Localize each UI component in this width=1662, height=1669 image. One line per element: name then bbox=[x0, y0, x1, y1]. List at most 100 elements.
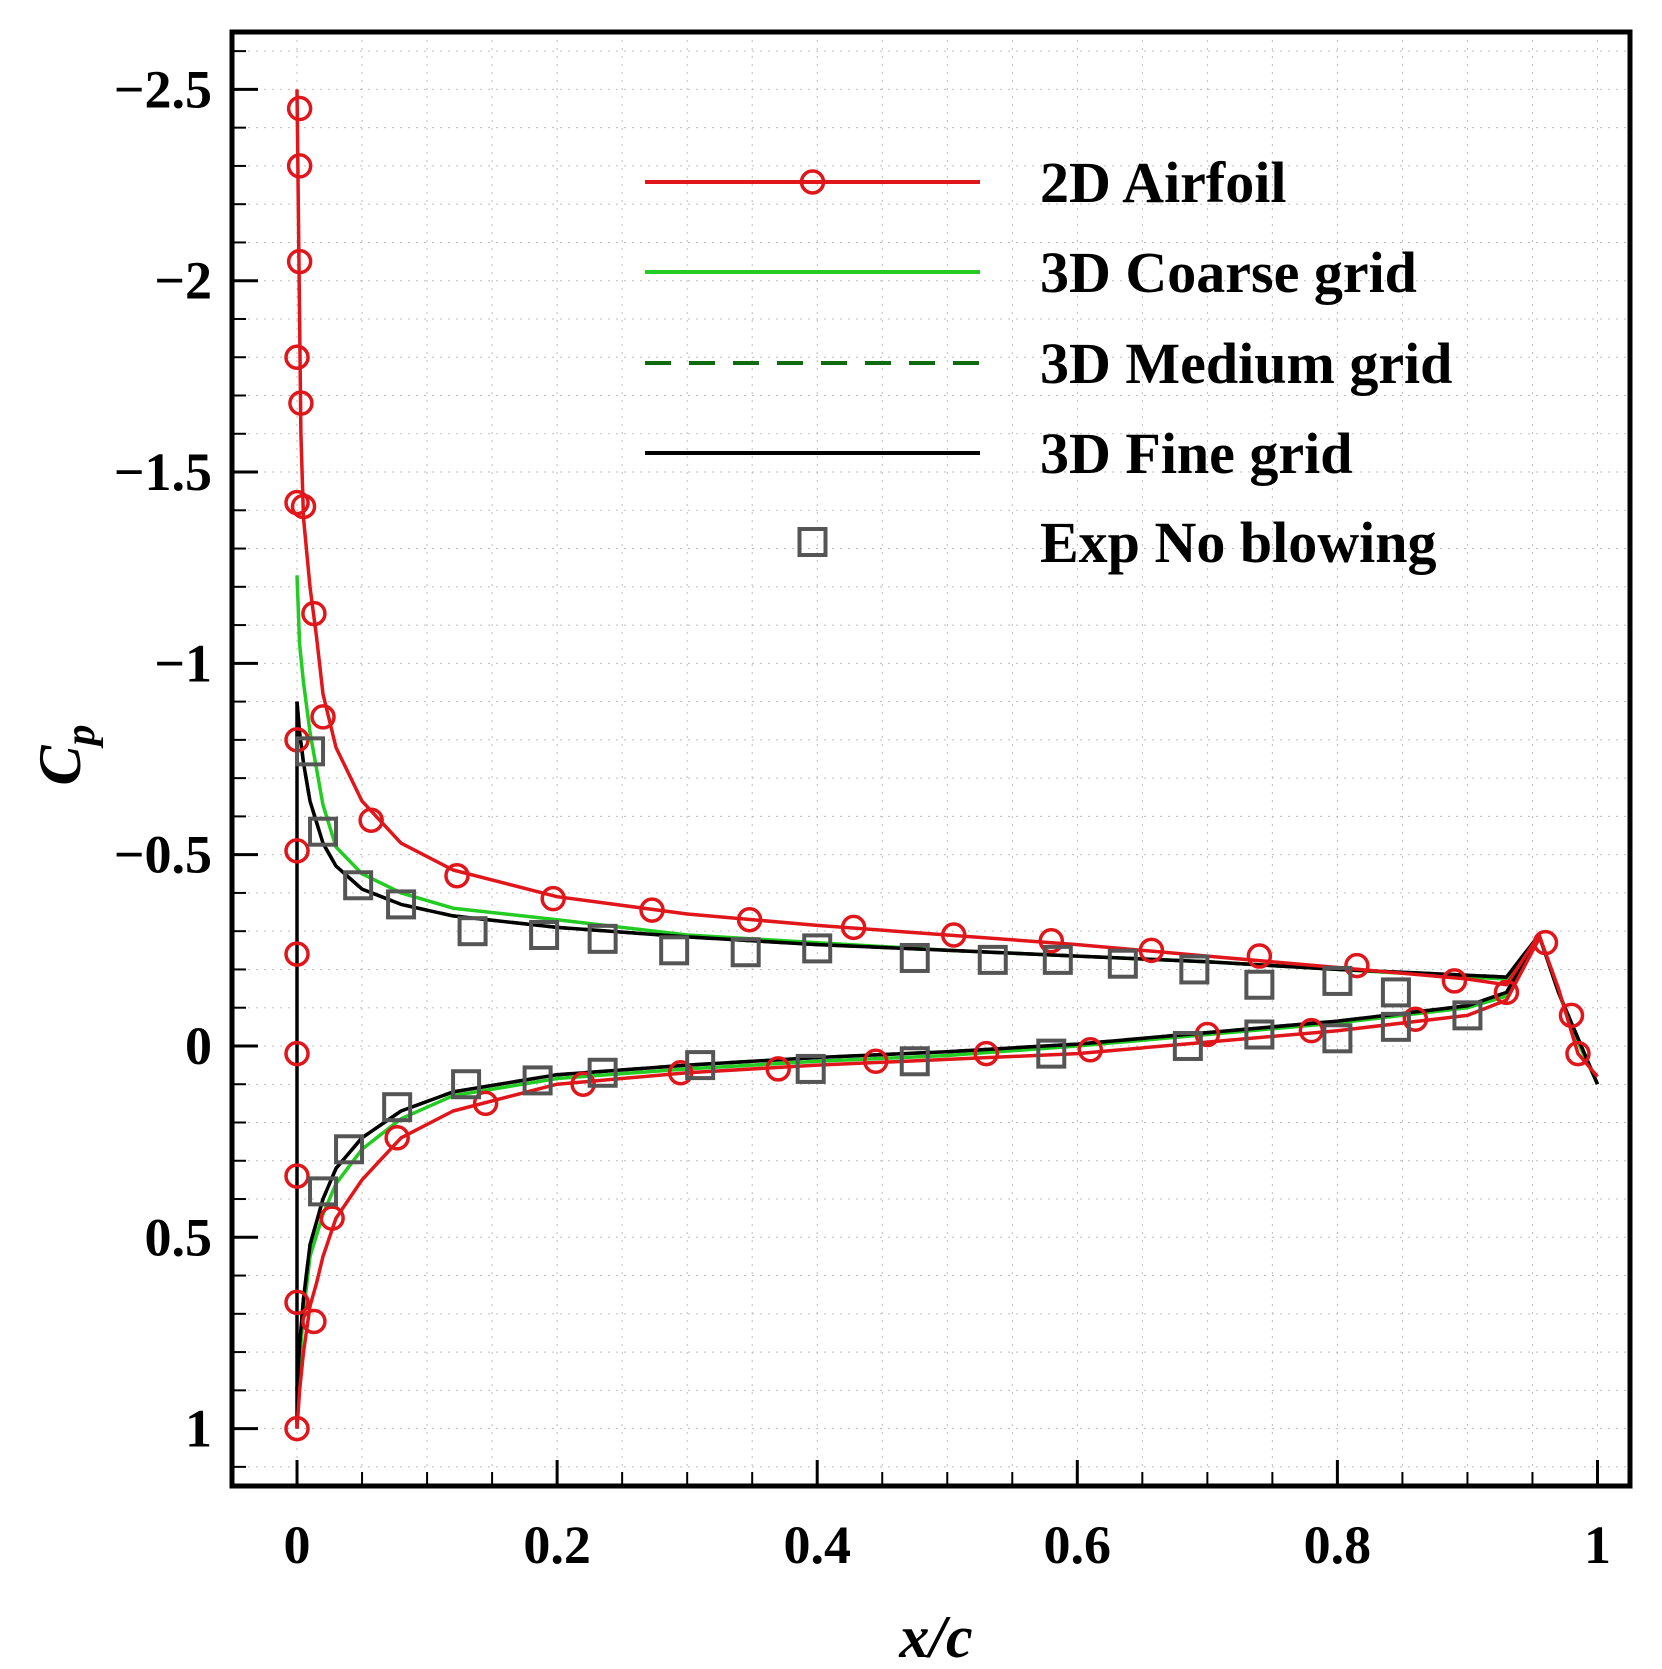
data-point-2d-airfoil bbox=[1441, 968, 1468, 994]
data-point-2d-airfoil bbox=[284, 1289, 310, 1316]
data-point-exp-no-blowing bbox=[457, 916, 488, 947]
x-axis-title: x/c bbox=[898, 1604, 972, 1669]
data-point-exp-no-blowing bbox=[308, 816, 339, 847]
data-point-2d-airfoil bbox=[284, 1040, 310, 1067]
data-point-exp-no-blowing bbox=[1107, 948, 1138, 979]
data-point-2d-airfoil bbox=[1558, 1002, 1585, 1029]
legend-marker bbox=[799, 169, 826, 195]
data-point-2d-airfoil bbox=[667, 1060, 694, 1086]
data-point-2d-airfoil bbox=[1565, 1040, 1591, 1067]
data-point-exp-no-blowing bbox=[899, 942, 930, 973]
y-tick-label: 0 bbox=[185, 1016, 212, 1076]
data-point-exp-no-blowing bbox=[295, 736, 326, 767]
data-point-exp-no-blowing bbox=[529, 920, 560, 951]
data-point-2d-airfoil bbox=[1038, 928, 1065, 954]
y-tick-label: −0.5 bbox=[114, 825, 212, 885]
x-tick-label: 0.4 bbox=[783, 1515, 851, 1575]
y-axis-title-sub: p bbox=[58, 724, 104, 748]
svg-text:Cp: Cp bbox=[27, 724, 104, 785]
data-point-exp-no-blowing bbox=[1244, 1019, 1275, 1050]
data-point-exp-no-blowing bbox=[899, 1046, 930, 1077]
legend-label: Exp No blowing bbox=[1040, 510, 1436, 575]
data-point-exp-no-blowing bbox=[685, 1050, 716, 1081]
data-point-exp-no-blowing bbox=[334, 1134, 365, 1165]
data-point-exp-no-blowing bbox=[1244, 969, 1275, 1000]
data-point-2d-airfoil bbox=[1246, 943, 1273, 969]
data-point-2d-airfoil bbox=[284, 1415, 310, 1442]
data-point-2d-airfoil bbox=[1493, 979, 1520, 1006]
data-point-2d-airfoil bbox=[1402, 1006, 1429, 1032]
data-point-exp-no-blowing bbox=[587, 923, 618, 954]
data-point-exp-no-blowing bbox=[1172, 1030, 1203, 1061]
data-point-2d-airfoil bbox=[284, 1163, 310, 1189]
data-point-exp-no-blowing bbox=[386, 889, 417, 920]
legend-item-3d-fine-grid: 3D Fine grid bbox=[645, 421, 1353, 486]
data-point-exp-no-blowing bbox=[1322, 1023, 1353, 1054]
legend-label: 2D Airfoil bbox=[1040, 150, 1286, 215]
data-point-2d-airfoil bbox=[973, 1040, 1000, 1067]
data-point-2d-airfoil bbox=[472, 1090, 499, 1117]
data-point-2d-airfoil bbox=[639, 897, 665, 923]
data-point-2d-airfoil bbox=[286, 95, 313, 122]
data-point-2d-airfoil bbox=[862, 1048, 889, 1075]
series-line-3d-fine-grid-lower bbox=[295, 934, 1541, 1391]
data-point-2d-airfoil bbox=[1077, 1037, 1104, 1063]
data-point-exp-no-blowing bbox=[308, 1176, 339, 1207]
data-point-exp-no-blowing bbox=[382, 1092, 413, 1123]
data-point-exp-no-blowing bbox=[522, 1065, 553, 1096]
data-point-exp-no-blowing bbox=[1179, 954, 1210, 985]
legend-item-3d-coarse-grid: 3D Coarse grid bbox=[645, 240, 1417, 305]
data-point-2d-airfoil bbox=[284, 344, 310, 370]
y-tick-label: −2 bbox=[154, 251, 212, 311]
data-point-exp-no-blowing bbox=[1036, 1038, 1067, 1069]
data-point-exp-no-blowing bbox=[451, 1069, 482, 1100]
legend: 2D Airfoil 3D Coarse grid 3D Medium grid 3D… bbox=[645, 150, 1452, 575]
data-point-2d-airfoil bbox=[1298, 1017, 1325, 1044]
y-tick-label: −1.5 bbox=[114, 442, 212, 502]
data-point-2d-airfoil bbox=[288, 390, 314, 416]
series-markers bbox=[284, 95, 1591, 1442]
y-axis-title: Cp bbox=[27, 724, 104, 785]
axis-ticks: 0 0.2 0.4 0.6 0.8 1 −2.5 −2 −1.5 −1 −0.5 0 0.5 1 bbox=[114, 50, 1611, 1575]
y-tick-label: −1 bbox=[154, 633, 212, 693]
x-tick-label: 0.2 bbox=[523, 1515, 591, 1575]
data-point-exp-no-blowing bbox=[1042, 944, 1073, 975]
x-tick-label: 0.6 bbox=[1044, 1515, 1112, 1575]
data-point-2d-airfoil bbox=[286, 153, 313, 179]
data-point-2d-airfoil bbox=[765, 1056, 791, 1082]
data-point-exp-no-blowing bbox=[1380, 1011, 1411, 1042]
data-point-2d-airfoil bbox=[384, 1125, 410, 1151]
x-tick-label: 0 bbox=[284, 1515, 311, 1575]
data-point-2d-airfoil bbox=[301, 600, 327, 627]
data-point-2d-airfoil bbox=[284, 941, 310, 967]
data-point-exp-no-blowing bbox=[1380, 977, 1411, 1008]
data-point-2d-airfoil bbox=[840, 914, 867, 941]
series-line-2d-airfoil-lower bbox=[295, 937, 1541, 1429]
x-tick-label: 0.8 bbox=[1304, 1515, 1372, 1575]
y-tick-label: −2.5 bbox=[114, 59, 212, 119]
legend-item-3d-medium-grid: 3D Medium grid bbox=[645, 331, 1452, 396]
data-point-exp-no-blowing bbox=[795, 1053, 826, 1084]
legend-item-2d-airfoil: 2D Airfoil bbox=[645, 150, 1286, 215]
plot-frame bbox=[229, 29, 1633, 1489]
data-point-exp-no-blowing bbox=[802, 933, 833, 964]
data-point-2d-airfoil bbox=[284, 838, 310, 864]
data-point-2d-airfoil bbox=[358, 807, 384, 833]
data-point-exp-no-blowing bbox=[1322, 965, 1353, 996]
data-point-2d-airfoil bbox=[1344, 952, 1370, 979]
grid-lines bbox=[231, 32, 1630, 1486]
data-point-exp-no-blowing bbox=[587, 1057, 618, 1088]
y-tick-label: 0.5 bbox=[145, 1207, 213, 1267]
data-point-2d-airfoil bbox=[319, 1205, 345, 1231]
data-point-2d-airfoil bbox=[736, 906, 763, 933]
legend-label: 3D Medium grid bbox=[1040, 331, 1452, 396]
data-point-2d-airfoil bbox=[941, 922, 967, 948]
data-point-exp-no-blowing bbox=[730, 937, 761, 968]
data-point-exp-no-blowing bbox=[659, 935, 690, 966]
legend-marker bbox=[797, 527, 828, 557]
x-tick-label: 1 bbox=[1584, 1515, 1611, 1575]
y-tick-label: 1 bbox=[185, 1399, 212, 1459]
data-point-2d-airfoil bbox=[1532, 929, 1559, 956]
legend-label: 3D Coarse grid bbox=[1040, 240, 1417, 305]
